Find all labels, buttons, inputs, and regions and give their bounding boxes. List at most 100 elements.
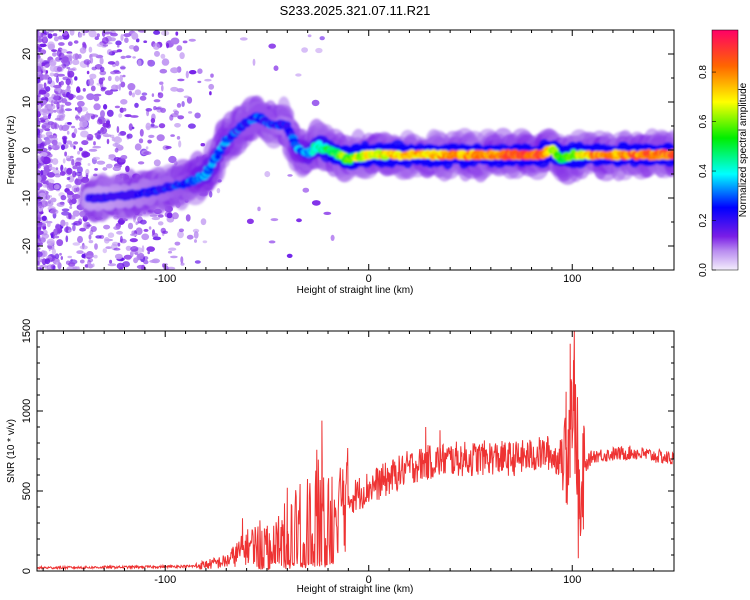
spectrogram-noise-blob [54,173,61,178]
spectrogram-noise-blob [114,136,121,142]
spectrogram-noise-blob [167,250,173,254]
spectrogram-noise-blob [66,266,74,270]
spectrogram-noise-blob [124,37,129,43]
spectrogram-noise-blob [101,37,109,44]
spectrogram-noise-blob [129,238,138,243]
spectrogram-noise-blob [301,47,308,53]
spectrogram-noise-blob [113,247,121,251]
spectrogram-noise-blob [204,78,212,82]
spectrogram-noise-blob [70,143,74,148]
spectrogram-noise-blob [120,99,128,105]
spectrogram-noise-blob [130,246,139,252]
spectrogram-noise-blob [77,150,81,155]
spectrogram-noise-blob [302,187,310,193]
spectrogram-noise-blob [74,178,82,186]
spectrogram-noise-blob [98,77,104,85]
spectrogram-noise-blob [141,245,145,253]
spectrogram-noise-blob [74,161,82,167]
spectrogram-noise-blob [114,105,120,109]
spectrogram-noise-blob [170,134,175,137]
spectrogram-noise-blob [96,134,101,140]
spectrogram-noise-blob [127,83,136,91]
colorbar-label: Normalized spectral amplitude [738,82,749,217]
spectrogram-noise-blob [69,78,73,86]
spectrogram-noise-blob [104,31,113,35]
spectrogram-noise-blob [75,171,83,176]
spectrogram-noise-blob [114,253,123,260]
spectrogram-noise-blob [137,161,145,165]
spectrogram-noise-blob [111,84,119,91]
spectrogram-noise-blob [130,115,139,118]
spectrogram-noise-blob [68,212,72,220]
spectrogram-noise-blob [157,92,164,99]
spectrogram-noise-blob [115,60,120,67]
spectrogram-noise-blob [51,248,57,256]
spectrogram-noise-blob [37,38,44,43]
spectrogram-noise-blob [168,247,177,251]
spectrogram-noise-blob [47,245,53,249]
spectrogram-noise-blob [143,259,149,265]
spectrogram-noise-blob [68,93,74,100]
spectrogram-noise-blob [47,33,53,39]
spectrogram-noise-blob [86,224,92,227]
spectrogram-noise-blob [55,75,60,84]
colorbar-tick-label: 0.8 [698,65,709,79]
spectrogram-noise-blob [38,104,42,111]
spectrogram-noise-blob [56,49,62,57]
spectrogram-noise-blob [132,56,136,59]
spectrogram-noise-blob [54,117,61,121]
spectrogram-noise-blob [162,230,169,234]
spectrogram-noise-blob [264,171,271,178]
colorbar-swatch [711,29,739,271]
spectrogram-noise-blob [99,70,107,76]
spectrogram-noise-blob [61,208,70,212]
spectrogram-noise-blob [39,152,48,157]
spectrogram-noise-blob [94,168,98,171]
spectrogram-noise-blob [116,45,120,48]
spectrogram-noise-blob [49,209,59,215]
spectrogram-noise-blob [83,222,89,230]
spectrogram-noise-blob [67,255,72,259]
spectrogram-noise-blob [56,102,60,110]
spectrogram-noise-blob [171,212,179,220]
spectrogram-noise-blob [268,240,276,244]
spectrogram-y-axis-label: Frequency (Hz) [6,116,17,185]
spectrogram-noise-blob [112,142,121,147]
spectrogram-noise-blob [120,34,124,41]
spectrogram-noise-blob [148,134,155,138]
spectrogram-noise-blob [133,45,140,52]
spectrogram-noise-blob [60,144,66,151]
spectrogram-noise-blob [42,184,48,188]
spectrogram-noise-blob [52,52,57,57]
spectrogram-noise-blob [40,156,45,162]
spectrogram-noise-blob [107,61,116,65]
spectrogram-noise-blob [145,146,149,150]
spectrogram-noise-blob [65,260,71,265]
spectrogram-noise-blob [37,45,40,49]
spectrogram-noise-blob [93,103,101,111]
spectrogram-noise-blob [161,84,164,92]
spectrogram-noise-blob [177,115,185,120]
spectrogram-noise-blob [72,59,80,66]
spectrogram-noise-blob [194,112,201,119]
spectrogram-noise-blob [53,84,62,89]
spectrogram-noise-blob [67,229,72,233]
spectrogram-noise-blob [185,70,189,79]
spectrogram-noise-blob [150,123,155,127]
spectrogram-marks [37,30,674,270]
spectrogram-noise-blob [89,53,99,57]
spectrogram-noise-blob [82,41,86,47]
spectrogram-noise-blob [270,218,279,222]
y-tick-label: 10 [21,96,33,108]
spectrogram-noise-blob [139,219,147,225]
spectrogram-noise-blob [110,50,119,54]
x-tick-label: -100 [154,273,176,285]
spectrogram-noise-blob [41,215,47,221]
spectrogram-noise-blob [53,94,59,101]
spectrogram-noise-blob [239,37,248,41]
spectrogram-noise-blob [37,214,41,221]
spectrogram-noise-blob [73,40,79,44]
y-tick-label: -10 [21,190,33,206]
spectrogram-noise-blob [79,47,87,54]
